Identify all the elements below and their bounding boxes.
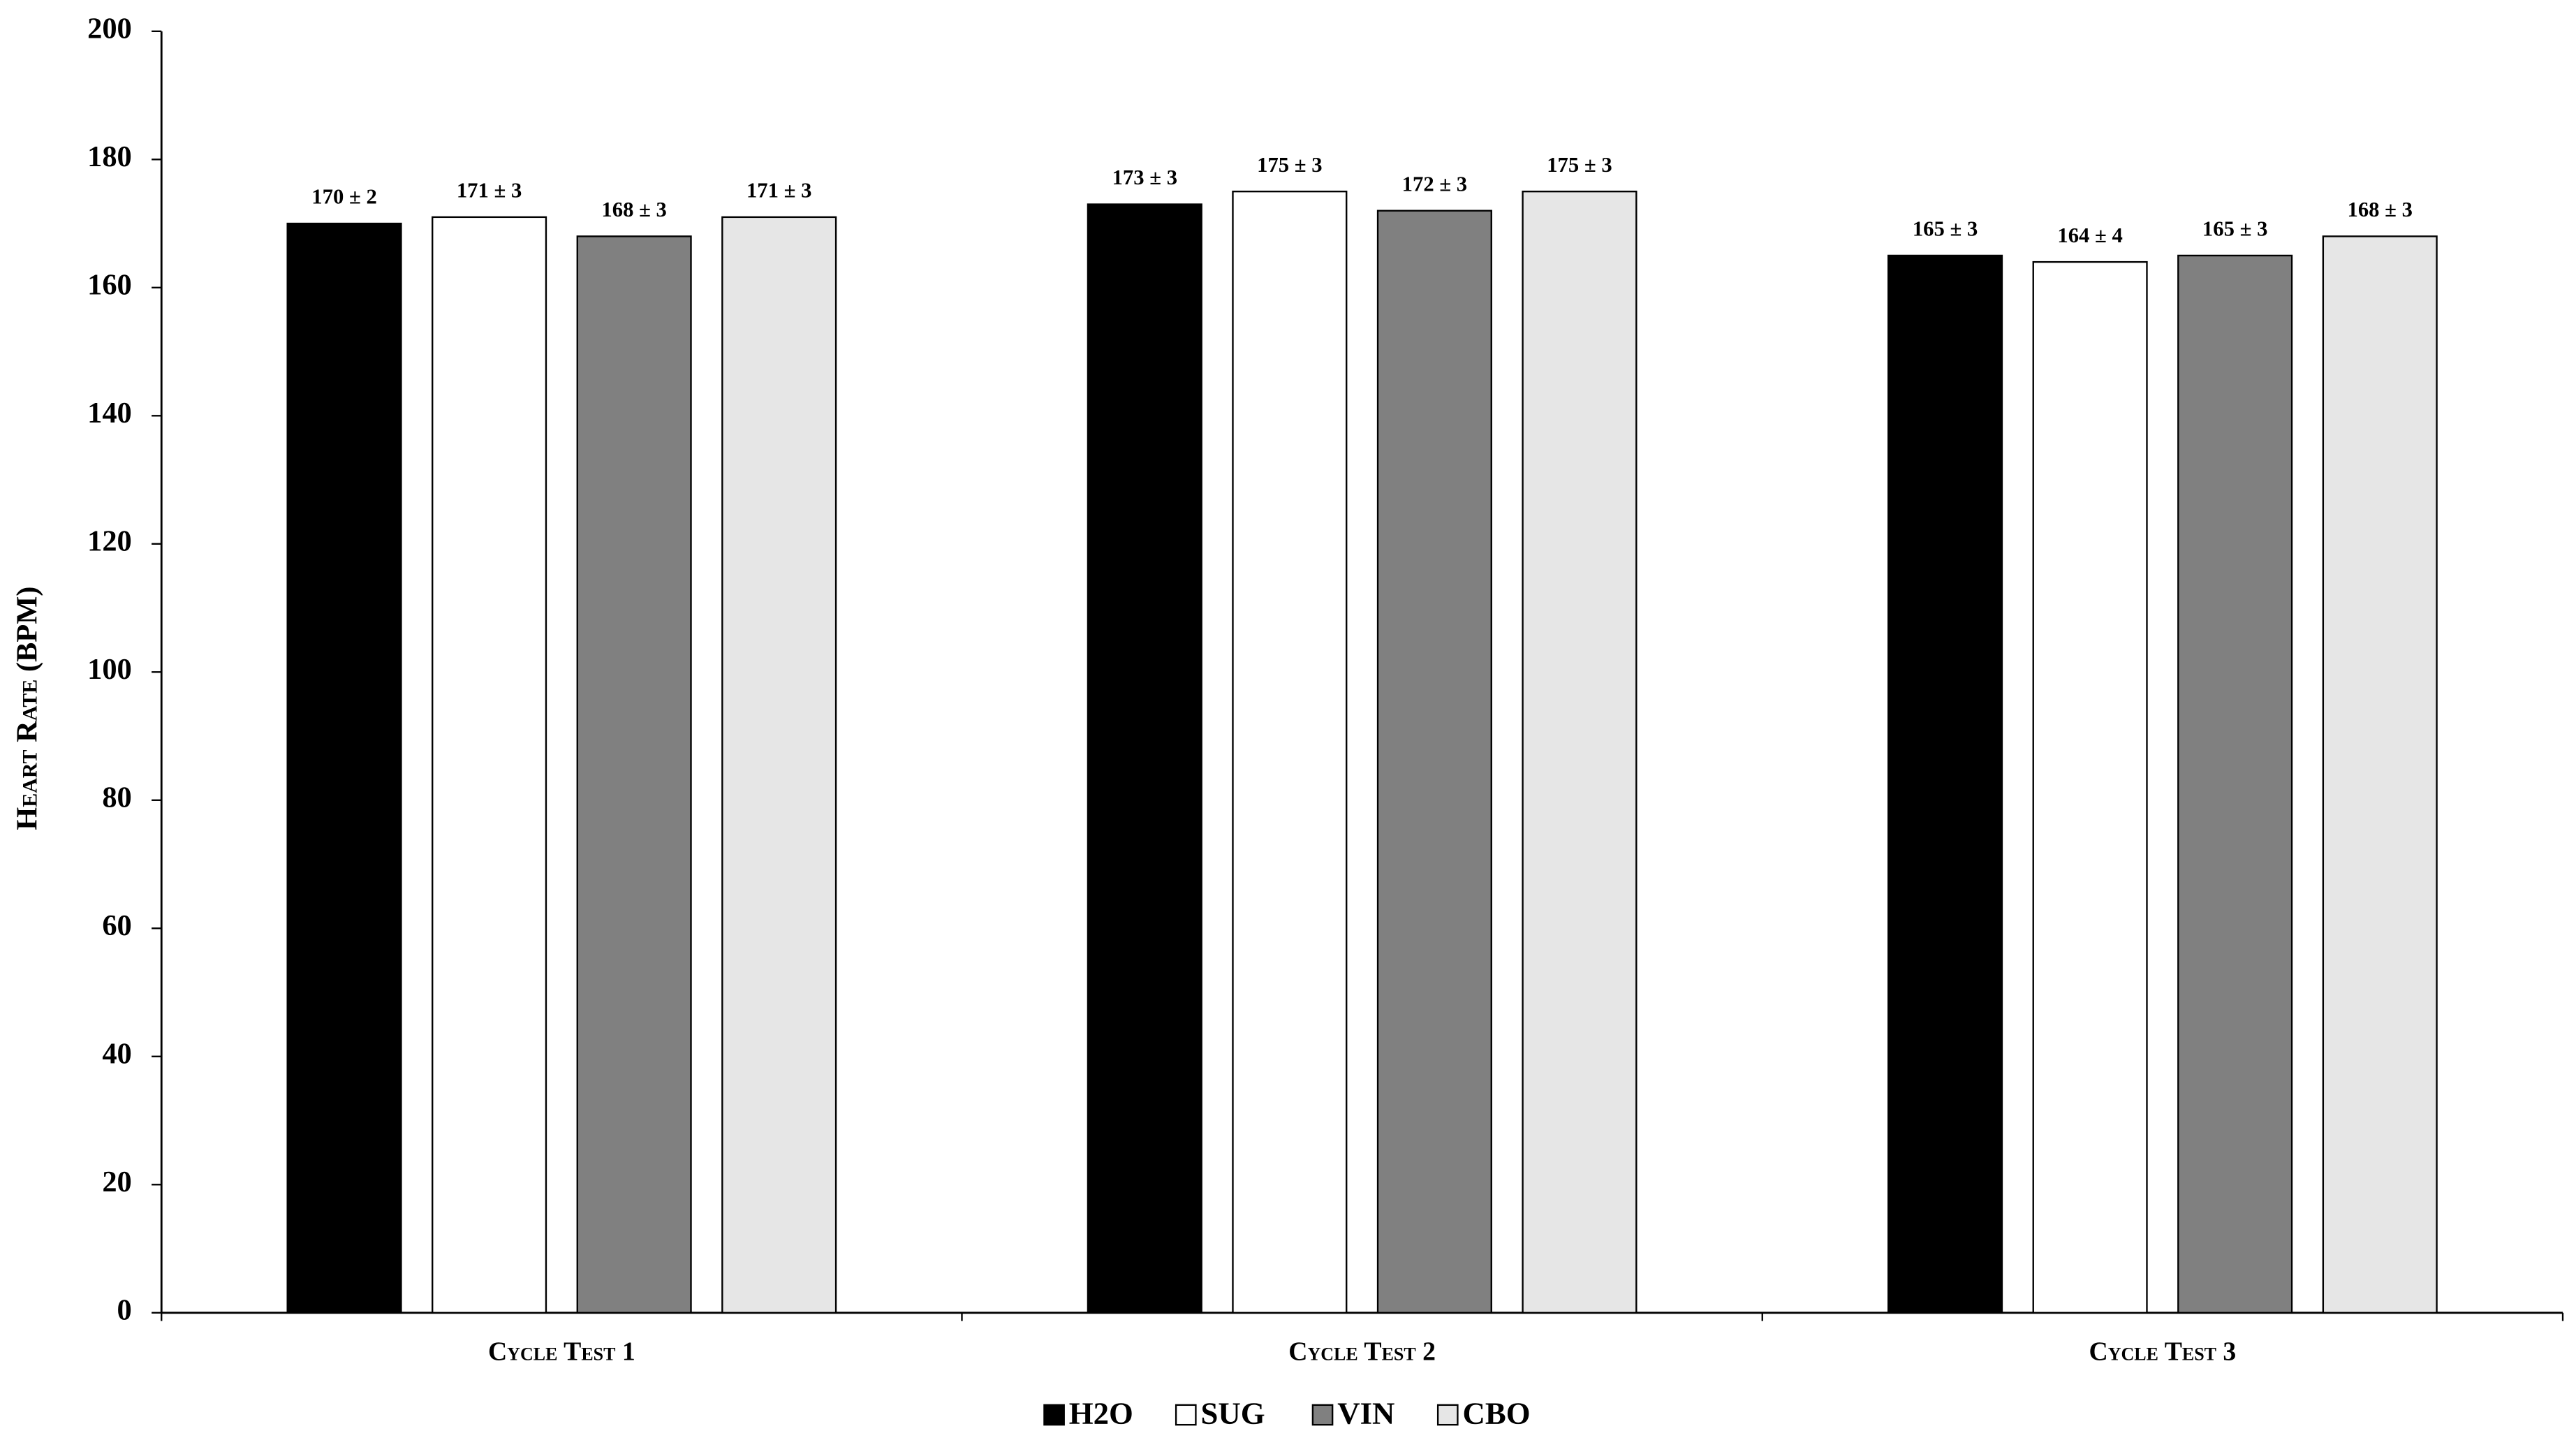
legend-swatch <box>1436 1404 1459 1426</box>
bar <box>2322 235 2438 1314</box>
legend-label: CBO <box>1463 1396 1531 1431</box>
y-tick-label: 60 <box>102 909 131 942</box>
legend-swatch <box>1043 1404 1065 1426</box>
y-axis-title: Heart Rate (BPM) <box>10 587 43 830</box>
bar <box>2032 260 2148 1314</box>
legend-label: VIN <box>1337 1396 1394 1431</box>
bar <box>286 222 402 1314</box>
x-tick-label: Cycle Test 1 <box>488 1337 635 1366</box>
y-tick-label: 200 <box>87 13 132 45</box>
y-tick-label: 160 <box>87 269 132 302</box>
legend-label: SUG <box>1200 1396 1265 1431</box>
bar <box>2177 254 2293 1314</box>
value-label: 173 ± 3 <box>1112 166 1177 189</box>
value-label: 165 ± 3 <box>1913 217 1978 241</box>
y-tick-label: 20 <box>102 1166 131 1198</box>
bar <box>1087 203 1202 1314</box>
y-tick-label: 180 <box>87 140 132 173</box>
legend-label: H2O <box>1069 1396 1133 1431</box>
y-tick-label: 140 <box>87 397 132 429</box>
legend-swatch <box>1175 1404 1197 1426</box>
x-tick-label: Cycle Test 3 <box>2089 1337 2236 1366</box>
bar <box>721 216 837 1314</box>
y-tick-label: 40 <box>102 1038 131 1071</box>
legend-swatch <box>1311 1404 1334 1426</box>
y-tick-label: 100 <box>87 653 132 686</box>
value-label: 164 ± 4 <box>2057 223 2122 247</box>
y-tick-label: 0 <box>117 1294 132 1327</box>
value-label: 168 ± 3 <box>2347 198 2412 221</box>
value-label: 170 ± 2 <box>311 185 376 209</box>
bar <box>576 235 692 1314</box>
bar <box>1522 191 1637 1314</box>
y-tick-label: 80 <box>102 781 131 814</box>
value-label: 172 ± 3 <box>1402 172 1467 196</box>
value-label: 168 ± 3 <box>601 198 666 221</box>
value-label: 165 ± 3 <box>2202 217 2267 241</box>
x-tick-label: Cycle Test 2 <box>1288 1337 1436 1366</box>
value-label: 175 ± 3 <box>1547 153 1612 177</box>
bar <box>1376 210 1492 1314</box>
value-label: 175 ± 3 <box>1257 153 1322 177</box>
value-label: 171 ± 3 <box>746 179 811 203</box>
bar <box>1887 254 2003 1314</box>
bar <box>432 216 547 1314</box>
bar <box>1232 191 1348 1314</box>
value-label: 171 ± 3 <box>457 179 522 203</box>
y-tick-label: 120 <box>87 525 132 558</box>
